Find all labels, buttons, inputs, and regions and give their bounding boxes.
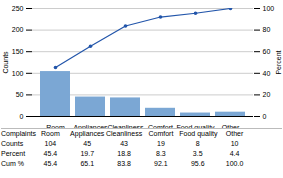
html-text:Cum %: Cum % <box>1 160 24 167</box>
html-text:10: 10 <box>230 140 239 147</box>
html-text:Appliances Cleanliness: Appliances Cleanliness <box>70 130 143 137</box>
html-text:65.1: 65.1 <box>80 160 94 167</box>
svg-text:Counts: Counts <box>2 51 9 74</box>
html-text:83.8: 83.8 <box>117 160 131 167</box>
html-text:Comfort: Comfort <box>148 130 174 137</box>
svg-text:20: 20 <box>263 91 271 98</box>
html-text:8.3: 8.3 <box>156 150 166 157</box>
svg-text:Cleanliness: Cleanliness <box>107 124 144 128</box>
html-text:Room: Room <box>41 130 60 137</box>
html-text:Complaints: Complaints <box>1 130 36 137</box>
svg-text:100: 100 <box>12 70 24 77</box>
html-text:43: 43 <box>120 140 128 147</box>
html-text:92.1: 92.1 <box>154 160 168 167</box>
html-text:45: 45 <box>83 140 92 147</box>
svg-text:Percent: Percent <box>275 50 282 74</box>
svg-text:Room: Room <box>46 124 65 128</box>
html-text:19.7: 19.7 <box>80 150 94 157</box>
html-text:104: 104 <box>44 140 57 147</box>
html-text:3.5: 3.5 <box>192 150 203 157</box>
html-text:100.0: 100.0 <box>225 160 244 167</box>
html-text:4.4: 4.4 <box>229 150 240 157</box>
svg-text:50: 50 <box>16 91 24 98</box>
html-text:8: 8 <box>195 140 200 147</box>
html-text:Percent: Percent <box>1 150 26 157</box>
svg-text:250: 250 <box>12 5 24 12</box>
svg-text:150: 150 <box>12 48 24 55</box>
html-text:Other: Other <box>225 130 244 137</box>
html-text:95.6: 95.6 <box>190 160 205 167</box>
svg-text:Food quality: Food quality <box>176 124 215 128</box>
html-text:Food quality: Food quality <box>179 130 218 137</box>
svg-text:60: 60 <box>263 48 271 55</box>
svg-text:Appliances: Appliances <box>73 124 108 128</box>
svg-text:40: 40 <box>263 70 271 77</box>
html-text:19: 19 <box>157 140 165 147</box>
svg-text:100: 100 <box>263 5 275 12</box>
svg-text:Comfort: Comfort <box>148 124 173 128</box>
html-text:18.8: 18.8 <box>117 150 131 157</box>
svg-text:200: 200 <box>12 26 24 33</box>
svg-text:0: 0 <box>20 113 24 120</box>
html-text:45.4: 45.4 <box>43 160 58 167</box>
html-text:Counts: Counts <box>1 140 24 147</box>
html-text:45.4: 45.4 <box>43 150 58 157</box>
svg-text:Other: Other <box>222 124 240 128</box>
svg-text:0: 0 <box>263 113 267 120</box>
svg-text:80: 80 <box>263 26 271 33</box>
